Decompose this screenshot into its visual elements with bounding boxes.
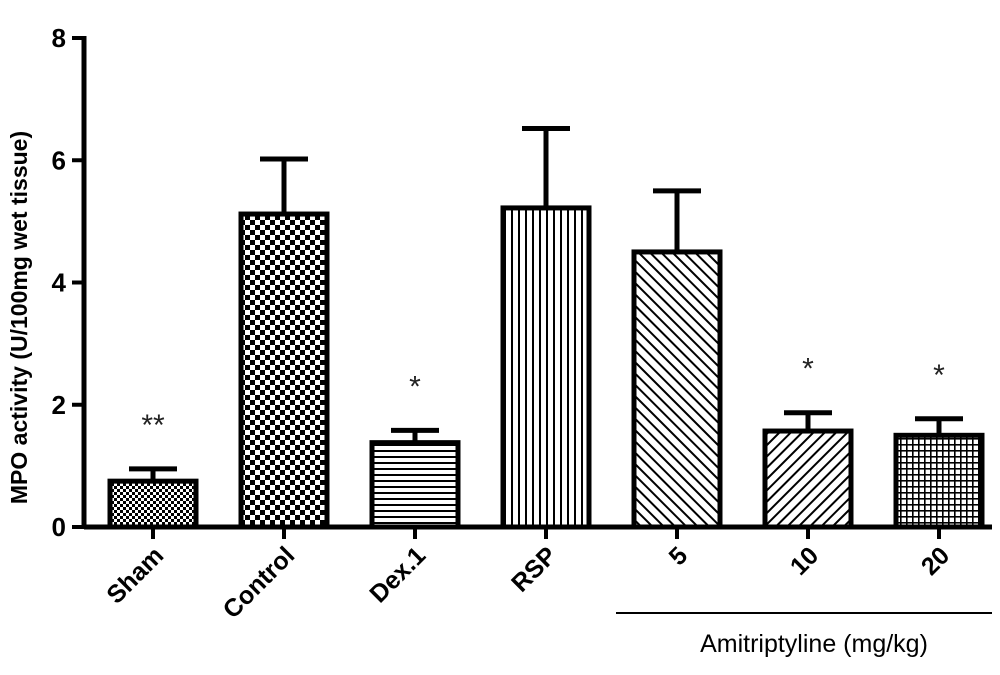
significance-mark: ** [141,409,165,442]
x-category-label: 20 [916,541,955,580]
x-category-label: Sham [101,541,169,609]
x-category-label: Dex.1 [364,541,431,608]
significance-mark: * [802,353,814,386]
bar [762,428,854,530]
bar [893,432,985,530]
x-category-label: 10 [785,541,824,580]
y-tick-label: 4 [52,268,67,298]
y-axis-title: MPO activity (U/100mg wet tissue) [6,131,32,504]
y-tick-label: 2 [52,390,66,420]
x-category-label: 5 [664,541,694,571]
bar [369,440,461,530]
group-label: Amitriptyline (mg/kg) [700,630,928,658]
bar [500,205,592,530]
y-tick-label: 6 [52,145,66,175]
x-category-label: RSP [506,541,562,597]
bar [107,478,199,530]
bar [238,211,330,530]
significance-mark: * [933,359,945,392]
y-tick-label: 0 [52,512,66,542]
y-tick-label: 8 [52,23,66,53]
significance-mark: * [409,370,421,403]
x-category-label: Control [218,541,301,624]
bar [631,249,723,530]
